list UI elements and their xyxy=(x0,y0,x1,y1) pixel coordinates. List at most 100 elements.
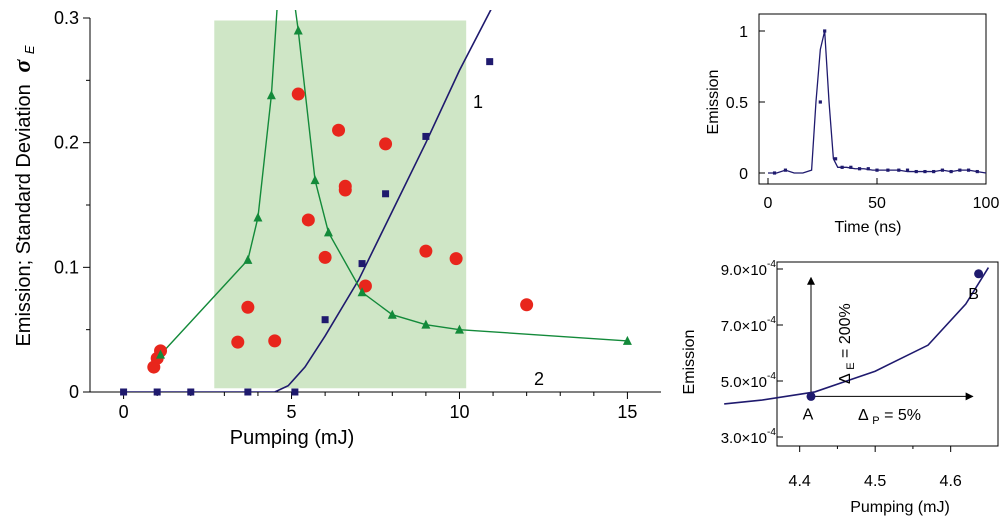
bottom-right-y-tick-label: 9.0×10 xyxy=(721,262,767,279)
point-a-label: A xyxy=(803,406,814,423)
bottom-right-y-tick-exponent: -4 xyxy=(767,427,776,438)
bottom-right-y-axis-label: Emission xyxy=(681,330,698,395)
main-y-axis-label-text: Emission; Standard Deviation xyxy=(13,84,35,346)
series-2-triangle-point xyxy=(421,319,431,329)
top-right-point xyxy=(914,169,918,174)
red-data-point xyxy=(291,87,305,101)
shaded-region xyxy=(214,20,467,389)
main-marks xyxy=(120,10,632,396)
series-2-triangle-point xyxy=(253,212,263,222)
bottom-right-x-tick-label: 4.4 xyxy=(789,473,811,490)
top-right-point xyxy=(840,165,844,169)
point-a-marker xyxy=(806,391,816,401)
red-data-point xyxy=(520,298,534,312)
top-right-panel: 0 50 100 0 0.5 1 Time (ns) Emission xyxy=(705,13,999,236)
top-right-point xyxy=(818,100,822,104)
series-1-square-point xyxy=(358,260,366,268)
point-b-marker xyxy=(974,269,984,279)
series-label-1: 1 xyxy=(473,92,483,112)
series-1-square-point xyxy=(422,132,430,140)
top-right-y-axis-label: Emission xyxy=(705,70,722,135)
bottom-right-y-tick-exponent: -4 xyxy=(767,371,776,382)
series-2-triangle-point xyxy=(310,175,320,185)
main-y-axis-label-sub: E xyxy=(22,45,37,54)
top-right-point xyxy=(966,168,971,172)
top-right-point xyxy=(949,169,953,174)
delta-e-sub: E xyxy=(845,362,857,369)
top-right-x-tick-label: 50 xyxy=(868,195,886,212)
series-2-triangle-point xyxy=(323,227,333,237)
top-right-y-tick-label: 0 xyxy=(739,166,748,183)
series-1-square-point xyxy=(486,58,494,66)
top-right-point xyxy=(833,157,838,161)
bottom-right-x-tick-label: 4.5 xyxy=(864,473,886,490)
top-right-point xyxy=(857,167,862,171)
red-data-point xyxy=(419,244,433,258)
top-right-y-tick-label: 1 xyxy=(739,24,748,41)
top-right-point xyxy=(772,171,777,175)
red-data-point xyxy=(231,335,245,349)
delta-e-value: = 200% xyxy=(837,303,854,358)
bottom-right-y-tick-label: 5.0×10 xyxy=(721,374,767,391)
red-data-point xyxy=(318,250,332,264)
red-data-point xyxy=(449,252,463,266)
delta-p-symbol: Δ xyxy=(858,407,869,424)
series-1-square-point xyxy=(382,190,390,198)
bottom-right-frame xyxy=(776,261,999,447)
top-right-point xyxy=(875,168,879,172)
series-1-square-point xyxy=(321,316,329,324)
series-2-triangle-point xyxy=(156,349,166,359)
main-y-tick-label: 0.2 xyxy=(54,133,79,153)
red-data-point xyxy=(379,137,393,151)
top-right-point xyxy=(897,168,901,172)
bottom-right-y-tick-label: 3.0×10 xyxy=(721,430,767,447)
bottom-right-line xyxy=(724,267,990,405)
top-right-point xyxy=(866,167,870,171)
red-data-point xyxy=(241,300,255,314)
top-right-point xyxy=(823,29,827,33)
red-data-point xyxy=(268,334,282,348)
main-y-axis-label-sigma: σ xyxy=(10,59,36,73)
series-2-triangle-point xyxy=(454,324,464,334)
main-y-tick-label: 0.1 xyxy=(54,257,79,277)
top-right-axes: 0 50 100 0 0.5 1 xyxy=(726,13,999,212)
series-2-triangle-point xyxy=(243,254,253,264)
bottom-right-axes: 4.4 4.5 4.63.0×10 -45.0×10 -47.0×10 -49.0×10-… xyxy=(721,259,999,490)
bottom-right-y-tick-exponent: -4 xyxy=(767,315,776,326)
series-1-square-point xyxy=(120,388,128,396)
series-2-triangle-point xyxy=(293,25,303,35)
red-data-point xyxy=(338,183,352,197)
main-x-tick-label: 0 xyxy=(119,402,129,422)
delta-p-sub: P xyxy=(872,415,879,427)
series-1-square-point xyxy=(187,388,195,396)
top-right-point xyxy=(932,169,936,174)
point-b-label: B xyxy=(968,286,979,303)
top-right-point xyxy=(923,169,927,174)
top-right-point xyxy=(958,168,962,172)
top-right-point xyxy=(886,168,890,172)
bottom-right-y-tick-label: 7.0×10 xyxy=(721,318,767,335)
top-right-point xyxy=(783,168,788,172)
series-1-square-point xyxy=(291,388,299,396)
main-x-axis-label: Pumping (mJ) xyxy=(230,427,354,449)
delta-e-annotation: Δ E = 200% xyxy=(837,303,858,384)
series-2-triangle-point xyxy=(357,287,367,297)
series-2-triangle-point xyxy=(266,90,276,100)
top-right-point xyxy=(905,168,910,172)
main-y-axis-label: Emission; Standard Deviation σ E xyxy=(10,45,37,346)
series-1-fit-line xyxy=(123,10,492,392)
series-label-2: 2 xyxy=(534,369,544,389)
bottom-right-y-tick-exponent: -4 xyxy=(767,259,776,270)
main-panel: 0 5 10 15 0 0.1 0.2 0.3 Pumping (mJ) Emission; … xyxy=(10,8,661,449)
delta-e-symbol: Δ xyxy=(837,373,854,384)
bottom-right-x-tick-label: 4.6 xyxy=(940,473,962,490)
delta-p-annotation: Δ P = 5% xyxy=(858,407,921,428)
top-right-point xyxy=(940,168,944,172)
red-data-point xyxy=(301,213,315,227)
top-right-marks xyxy=(768,29,987,175)
delta-p-value: = 5% xyxy=(884,407,921,424)
series-2-triangle-point xyxy=(387,309,397,319)
bottom-right-panel: 4.4 4.5 4.63.0×10 -45.0×10 -47.0×10 -49.0×10-… xyxy=(681,259,999,516)
bottom-right-marks: AB xyxy=(724,267,990,423)
